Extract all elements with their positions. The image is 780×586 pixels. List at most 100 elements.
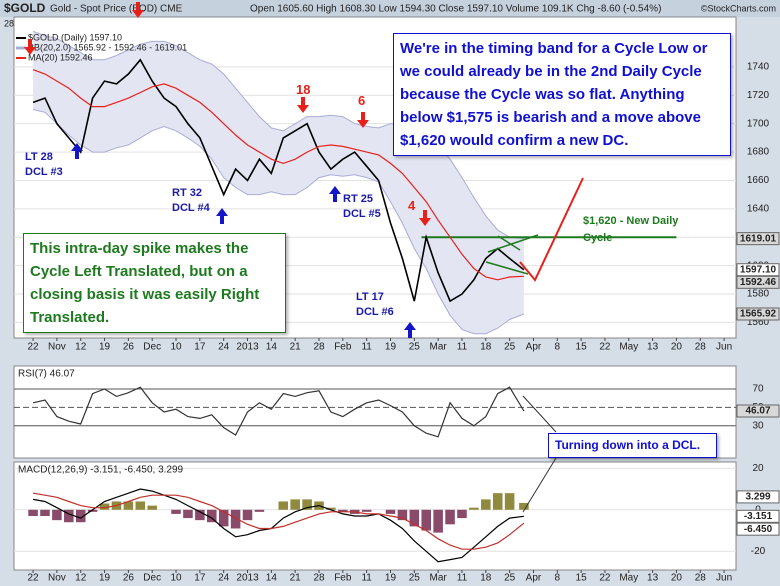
histogram-bar xyxy=(469,507,479,510)
histogram-bar xyxy=(397,509,408,521)
y-tick-label: 1680 xyxy=(747,147,770,158)
arrow-down xyxy=(24,39,36,55)
histogram-bar xyxy=(492,493,503,510)
x-tick-label: 24 xyxy=(218,573,230,584)
histogram-bar xyxy=(64,509,74,523)
symbol: $GOLD xyxy=(4,1,46,15)
x-tick-label: 28 xyxy=(313,342,325,353)
x-tick-label: Jun xyxy=(716,342,732,353)
x-tick-label: 17 xyxy=(194,342,206,353)
x-tick-label: 2013 xyxy=(236,573,259,584)
x-tick-label: 28 xyxy=(313,573,325,584)
x-tick-label: 13 xyxy=(647,573,659,584)
value-tag xyxy=(736,404,780,418)
x-tick-label: Dec xyxy=(143,573,161,584)
histogram-bar xyxy=(278,501,289,510)
x-tick-label: 11 xyxy=(361,342,372,353)
histogram-bar xyxy=(207,509,217,523)
histogram-bar xyxy=(361,509,372,512)
x-tick-label: 21 xyxy=(290,573,302,584)
x-tick-label: 21 xyxy=(290,342,302,353)
x-tick-label: 25 xyxy=(504,573,516,584)
legend-label: BB(20,2.0) 1565.92 - 1592.46 - 1619.01 xyxy=(28,42,187,52)
histogram-bar xyxy=(421,509,431,531)
series-line xyxy=(32,488,524,563)
x-tick-label: 25 xyxy=(409,573,421,584)
x-tick-label: 13 xyxy=(647,342,659,353)
value-tag-label: 1565.92 xyxy=(740,309,777,320)
value-tag xyxy=(736,263,780,277)
x-tick-label: 11 xyxy=(361,573,372,584)
histogram-bar xyxy=(195,509,205,521)
arrow-down xyxy=(357,112,369,128)
histogram-bar xyxy=(171,509,181,514)
legend-label: $GOLD (Daily) 1597.10 xyxy=(28,32,122,42)
cycle-label: LT 28 DCL #3 xyxy=(25,151,63,178)
cycle-count: 18 xyxy=(296,82,311,97)
cycle-label: RT 25 DCL #5 xyxy=(343,193,381,220)
y-tick-label: 1560 xyxy=(747,317,770,328)
value-tag xyxy=(736,307,780,321)
histogram-bar xyxy=(28,509,38,516)
x-tick-label: 11 xyxy=(457,573,468,584)
cycle-label: RT 32 DCL #4 xyxy=(172,187,210,214)
y-tick-label: 1740 xyxy=(747,62,770,73)
histogram-bar xyxy=(504,493,515,510)
reference-label: $1,620 - New Daily Cycle xyxy=(583,215,679,244)
x-tick-label: May xyxy=(619,573,638,584)
y-tick-label: 20 xyxy=(752,463,764,474)
value-tag-label: 1597.10 xyxy=(740,264,777,275)
x-tick-label: 22 xyxy=(28,342,40,353)
y-tick-label: 1660 xyxy=(747,175,770,186)
arrow-down xyxy=(297,97,309,113)
x-tick-label: Nov xyxy=(48,342,66,353)
x-tick-label: 8 xyxy=(555,573,561,584)
series-line xyxy=(32,386,525,438)
y-tick-label: 30 xyxy=(752,420,764,431)
y-tick-label: 1580 xyxy=(747,289,770,300)
commentary-box: Turning down into a DCL. xyxy=(548,433,717,458)
x-tick-label: 10 xyxy=(170,573,182,584)
series-line xyxy=(33,492,525,550)
panel-title: MACD(12,26,9) -3.151, -6.450, 3.299 xyxy=(18,465,184,476)
x-tick-label: 28 xyxy=(695,573,707,584)
histogram-bar xyxy=(147,505,157,510)
x-tick-label: Jun xyxy=(716,573,732,584)
credit: ©StockCharts.com xyxy=(701,3,776,13)
x-tick-label: 14 xyxy=(266,573,278,584)
x-tick-label: 14 xyxy=(266,342,278,353)
value-tag-label: -6.450 xyxy=(744,524,773,535)
arrow-up xyxy=(216,208,228,224)
x-tick-label: 25 xyxy=(409,342,421,353)
histogram-bar xyxy=(385,509,396,514)
band-lower xyxy=(32,109,525,335)
value-tag-label: 3.299 xyxy=(745,492,770,503)
x-tick-label: 11 xyxy=(457,342,468,353)
value-tag xyxy=(736,522,780,536)
histogram-bar xyxy=(409,509,420,527)
x-tick-label: 22 xyxy=(599,342,611,353)
projection xyxy=(519,177,584,282)
x-tick-label: 2013 xyxy=(236,342,259,353)
x-tick-label: 8 xyxy=(555,342,561,353)
histogram-bar xyxy=(218,509,229,527)
histogram-bar xyxy=(290,499,300,510)
header-bar xyxy=(0,0,780,17)
x-tick-label: 19 xyxy=(385,342,397,353)
value-tag xyxy=(736,275,780,289)
value-tag-label: 46.07 xyxy=(745,406,770,417)
histogram-bar xyxy=(230,509,241,529)
histogram-bar xyxy=(99,503,110,510)
histogram-bar xyxy=(123,501,134,510)
value-tag xyxy=(736,490,780,504)
histogram-bar xyxy=(135,501,146,510)
x-tick-label: Feb xyxy=(334,342,352,353)
value-tag xyxy=(736,509,780,523)
x-tick-label: 20 xyxy=(671,573,683,584)
value-tag-label: 1619.01 xyxy=(740,233,777,244)
x-tick-label: 19 xyxy=(99,342,111,353)
x-tick-label: 25 xyxy=(504,342,516,353)
panel-title: RSI(7) 46.07 xyxy=(18,369,75,380)
x-tick-label: May xyxy=(619,342,638,353)
